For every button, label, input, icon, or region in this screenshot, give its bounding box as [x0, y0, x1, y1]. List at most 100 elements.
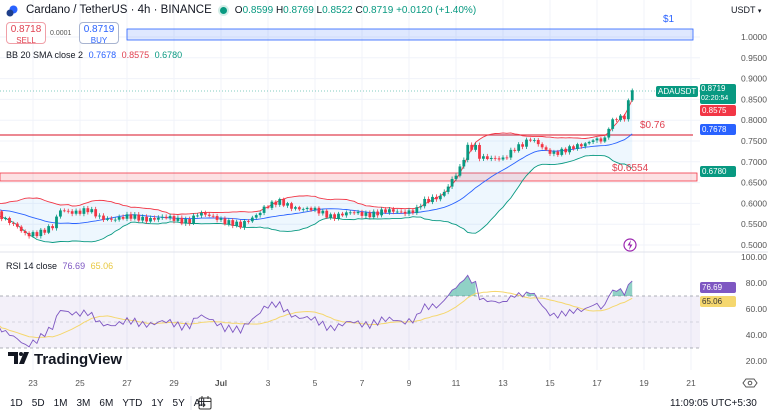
candle-body [368, 212, 372, 218]
candle-body [599, 138, 603, 142]
candle-body [505, 157, 509, 159]
candle-body [478, 144, 481, 159]
candle-body [564, 148, 568, 153]
time-tick: 15 [545, 378, 555, 388]
candle-body [200, 212, 203, 216]
time-tick: 11 [452, 378, 461, 388]
range-button-5d[interactable]: 5D [31, 398, 45, 409]
time-tick: 27 [122, 378, 132, 388]
target-zone-1-dollar[interactable] [126, 28, 694, 41]
candle-body [188, 218, 192, 224]
grid [0, 0, 700, 370]
candle-body [239, 221, 242, 228]
candle-body [568, 146, 571, 153]
rsi-overbought-fill [612, 281, 633, 296]
candle-body [301, 208, 305, 210]
candle-body [78, 210, 82, 214]
candle-body [485, 156, 489, 160]
rsi-ma-badge: 65.06 [700, 296, 736, 307]
candle-body [59, 210, 62, 217]
clock[interactable]: 11:09:05 UTC+5:30 [670, 398, 757, 409]
range-button-3m[interactable]: 3M [76, 398, 91, 409]
settings-gear-icon[interactable] [742, 378, 758, 388]
price-tick: 0.6000 [741, 198, 767, 208]
candle-body [39, 229, 43, 237]
range-button-ytd[interactable]: YTD [122, 398, 143, 409]
candle-body [43, 229, 47, 233]
currency-dropdown[interactable]: USDT ▾ [731, 5, 762, 15]
range-button-all[interactable]: All [193, 398, 205, 409]
symbol-title[interactable]: Cardano / TetherUS · 4h · BINANCE [26, 4, 212, 16]
candle-body [395, 211, 399, 213]
rsi-legend[interactable]: RSI 14 close 76.69 65.06 [6, 261, 114, 271]
candle-body [536, 140, 540, 145]
candle-body [62, 210, 66, 212]
candle-body [630, 90, 634, 101]
candle-body [156, 217, 160, 220]
candle-body [282, 199, 286, 206]
candle-body [364, 212, 368, 216]
time-tick: 25 [75, 378, 85, 388]
time-tick: 23 [28, 378, 38, 388]
candle-body [117, 217, 121, 220]
candle-body [626, 100, 630, 120]
time-tick: 13 [498, 378, 508, 388]
lightning-icon[interactable] [623, 238, 637, 252]
candle-body [27, 233, 31, 237]
price-tick: 0.9500 [741, 53, 767, 63]
price-tick: 0.7500 [741, 136, 767, 146]
candle-body [51, 226, 54, 229]
candle-body [133, 214, 137, 219]
candle-body [513, 149, 517, 151]
candle-body [493, 157, 497, 159]
candle-body [47, 226, 51, 233]
candle-body [227, 220, 231, 225]
candle-body [192, 215, 195, 224]
price-tick: 0.6500 [741, 178, 767, 188]
candle-body [160, 216, 164, 218]
range-button-1m[interactable]: 1M [53, 398, 68, 409]
time-tick: 19 [639, 378, 649, 388]
candle-body [607, 128, 611, 138]
range-button-5y[interactable]: 5Y [172, 398, 185, 409]
bb-legend[interactable]: BB 20 SMA close 2 0.7678 0.8575 0.6780 [6, 50, 183, 60]
candle-body [407, 210, 411, 214]
range-button-1d[interactable]: 1D [10, 398, 23, 409]
sell-button[interactable]: 0.8718 SELL [6, 22, 46, 45]
candle-body [333, 214, 336, 219]
candle-body [35, 232, 39, 237]
range-button-6m[interactable]: 6M [99, 398, 114, 409]
candle-body [278, 199, 282, 205]
candle-body [384, 209, 387, 213]
candle-body [579, 144, 583, 147]
go-to-date-calendar-icon[interactable] [198, 396, 212, 410]
candle-body [235, 221, 239, 226]
target-zone-label: $1 [663, 14, 675, 25]
support-zone-0-6554[interactable] [0, 172, 698, 182]
candle-body [12, 222, 15, 224]
candle-body [125, 214, 129, 219]
candle-body [337, 213, 340, 219]
candle-body [23, 231, 27, 234]
candle-body [313, 207, 317, 211]
candle-body [415, 207, 419, 214]
candle-body [149, 218, 152, 222]
candle-body [489, 157, 493, 160]
candle-body [411, 210, 415, 214]
buy-button[interactable]: 0.8719 BUY [79, 22, 119, 45]
candles [0, 88, 634, 239]
candle-body [344, 212, 348, 216]
candle-body [380, 209, 383, 216]
candle-body [372, 211, 376, 218]
candle-body [31, 232, 35, 237]
candle-body [427, 198, 430, 203]
candle-body [8, 217, 11, 223]
candle-body [258, 212, 262, 216]
range-button-1y[interactable]: 1Y [151, 398, 164, 409]
candle-body [623, 115, 626, 120]
candle-body [446, 186, 450, 192]
candle-body [94, 209, 98, 217]
candle-body [521, 144, 524, 147]
candle-body [98, 215, 101, 217]
